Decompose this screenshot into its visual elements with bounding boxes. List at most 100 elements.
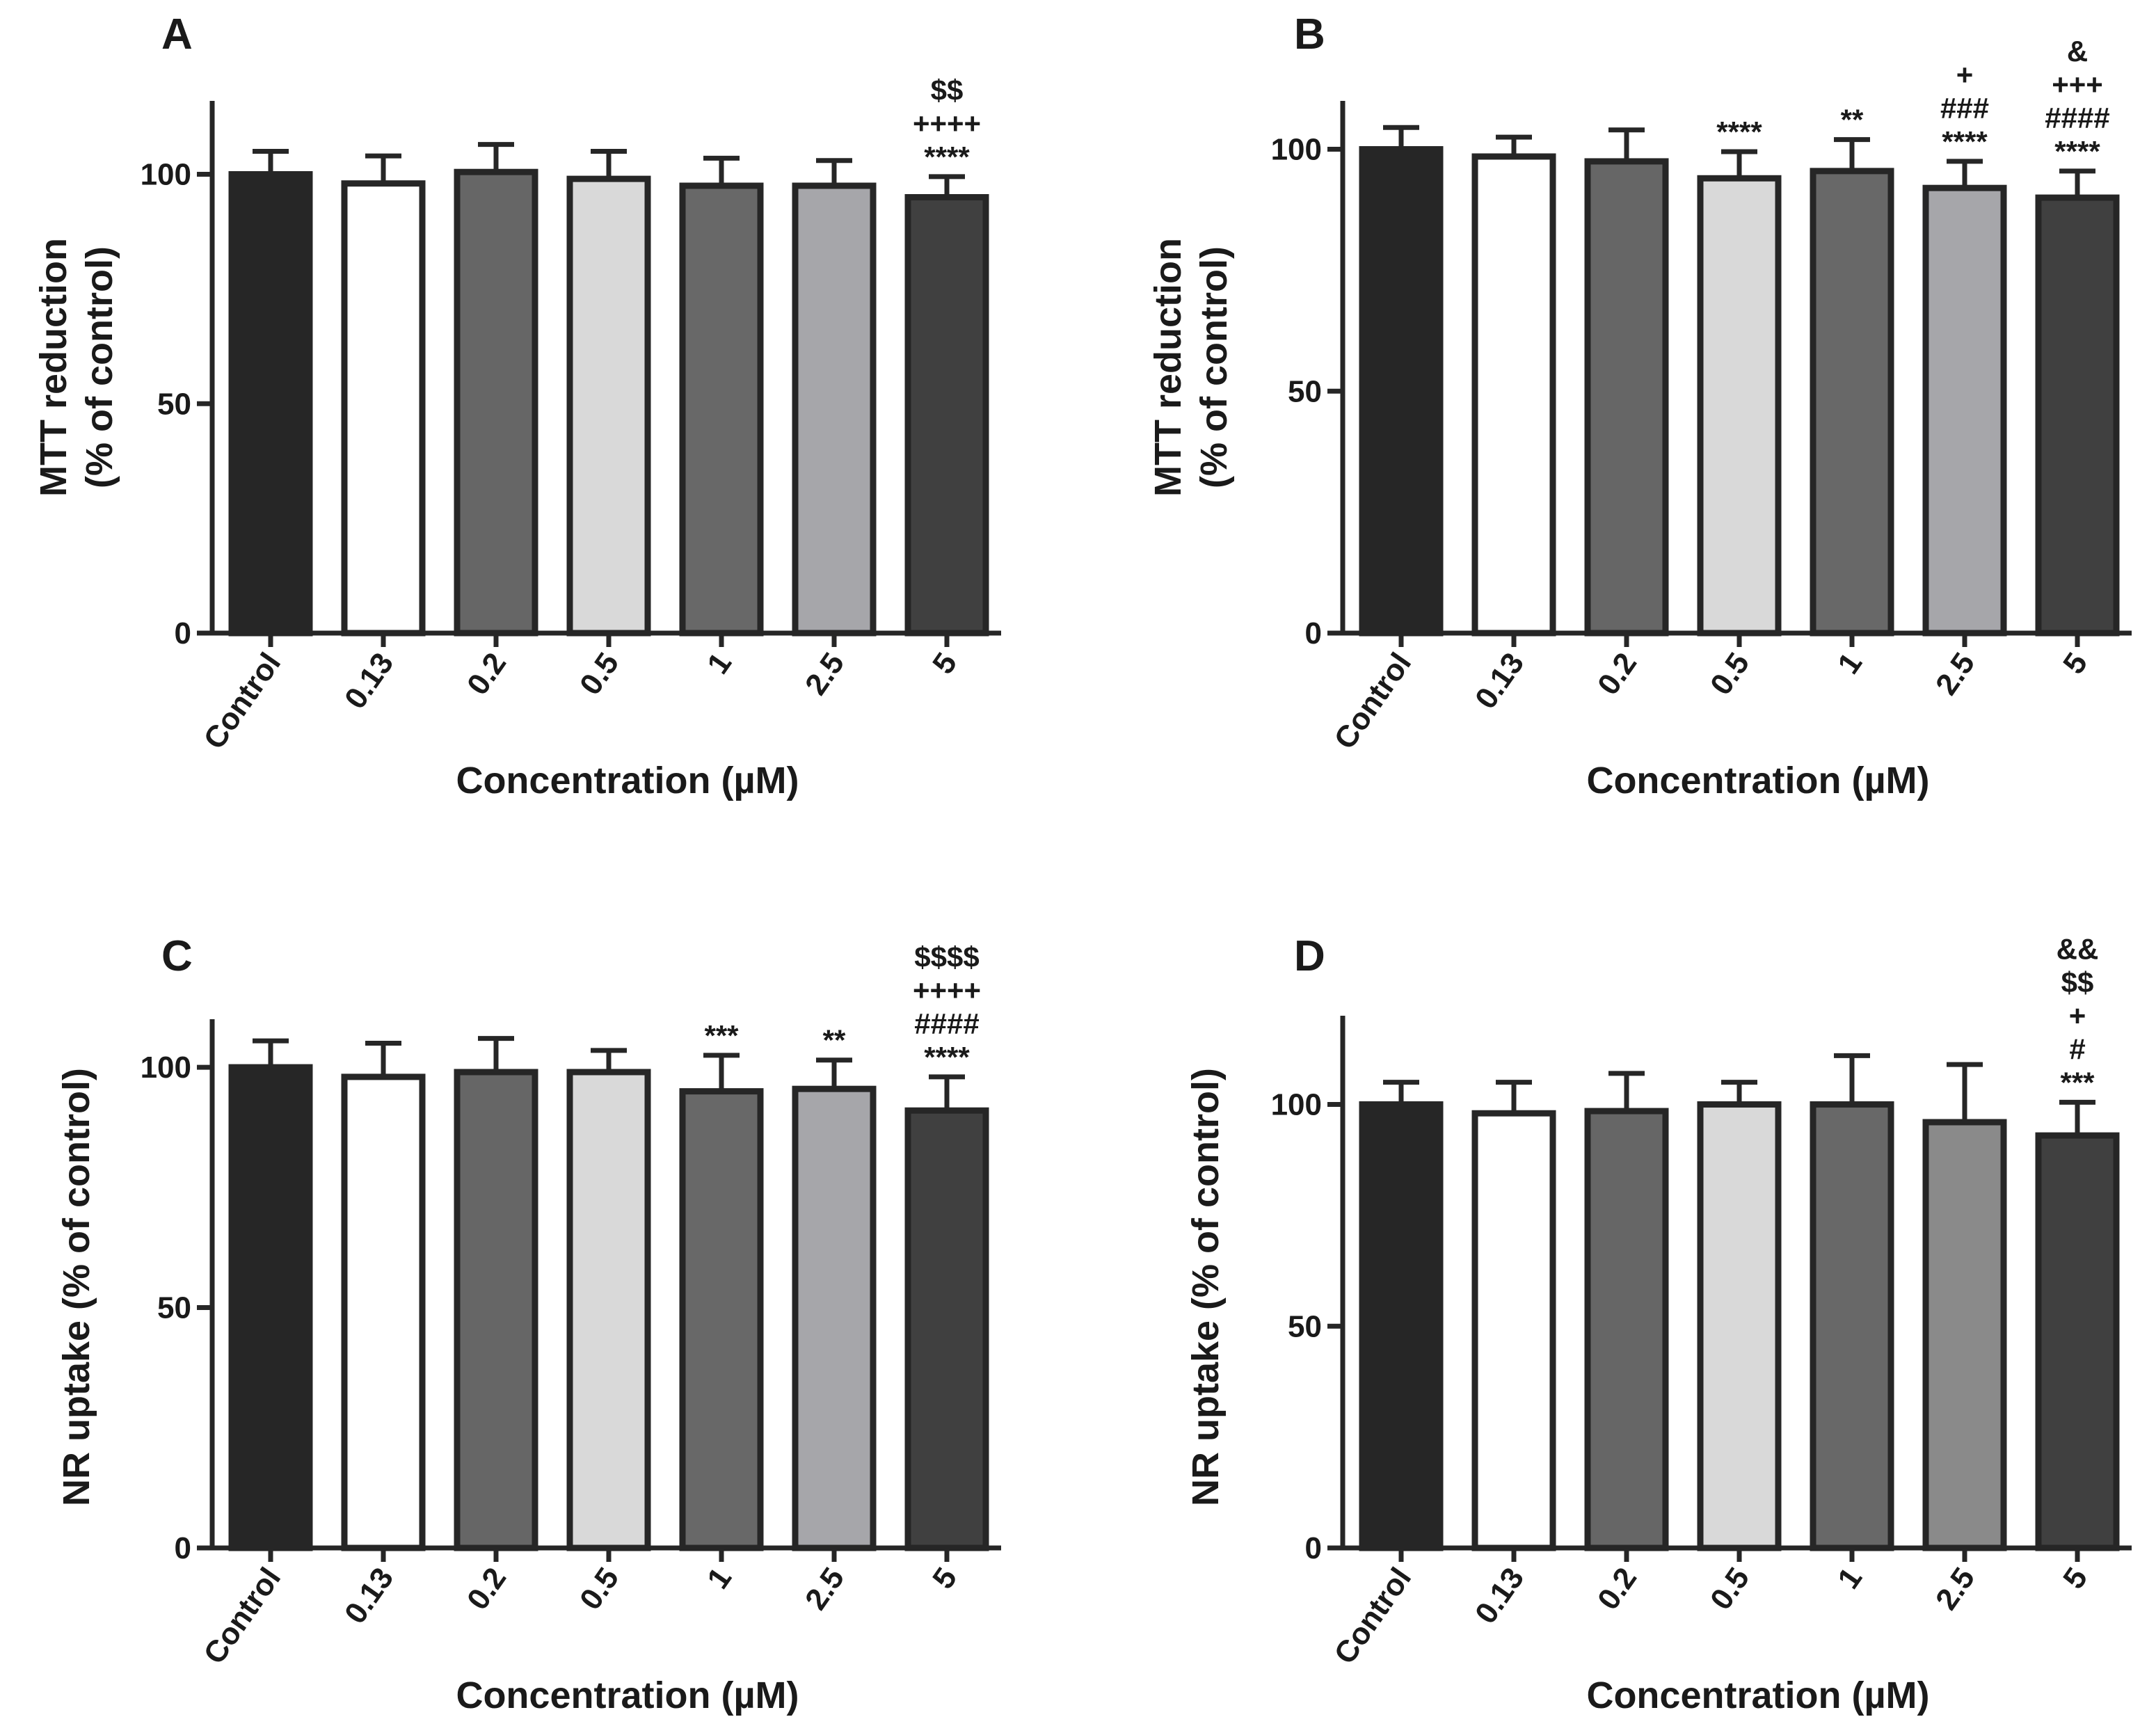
bar-1	[1810, 1101, 1894, 1551]
bar-0-2	[454, 1069, 538, 1551]
y-axis-title: NR uptake (% of control)	[56, 1068, 97, 1506]
significance-annotation: $$	[2061, 966, 2094, 998]
significance-annotation: ****	[924, 1041, 970, 1073]
significance-annotation: $$$$	[914, 941, 979, 973]
y-axis-title-line: NR uptake (% of control)	[56, 1068, 97, 1506]
x-tick-label: 2.5	[1929, 1562, 1981, 1616]
x-axis-title: Concentration (µM)	[1586, 1675, 1929, 1716]
y-axis-title-line: MTT reduction	[33, 238, 74, 497]
chart-panel-C: C NR uptake (% of control) Control 0.13 0.2 0…	[56, 932, 1001, 1716]
x-tick-label: 0.13	[1469, 1562, 1531, 1630]
bar-5	[2035, 194, 2120, 637]
x-tick-label: 5	[2057, 1562, 2094, 1595]
y-tick-label: 100	[1271, 133, 1322, 167]
y-axis-title: MTT reduction (% of control)	[1147, 238, 1235, 497]
bar-0-2	[1584, 1108, 1669, 1551]
y-tick-label: 0	[175, 616, 191, 650]
bar-0-2	[1584, 158, 1669, 637]
x-tick-label: 1	[701, 1562, 738, 1595]
y-axis-title: MTT reduction (% of control)	[33, 238, 120, 497]
y-tick-label: 50	[1288, 1309, 1322, 1343]
bar-1	[679, 182, 764, 637]
x-tick-label: Control	[1327, 647, 1418, 756]
x-tick-label: Control	[197, 1562, 287, 1670]
y-tick-label: 50	[157, 1291, 191, 1325]
x-tick-label: 5	[2057, 647, 2094, 680]
bar-0-5	[566, 175, 651, 637]
x-tick-label: 0.5	[1704, 647, 1756, 701]
panel-label: D	[1294, 932, 1325, 980]
bar-0-2	[454, 168, 538, 637]
x-tick-label: 2.5	[1929, 647, 1981, 701]
x-tick-label: Control	[1327, 1562, 1418, 1670]
x-tick-label: 2.5	[799, 1562, 851, 1616]
y-tick-label: 50	[157, 387, 191, 421]
x-tick-label: 5	[926, 1562, 964, 1595]
x-tick-label: 0.5	[1704, 1562, 1756, 1616]
x-tick-label: 0.13	[1469, 647, 1531, 715]
x-tick-label: 0.5	[573, 1562, 625, 1616]
significance-annotation: ****	[924, 141, 970, 173]
significance-annotation: **	[1841, 104, 1864, 136]
significance-annotation: +	[1956, 58, 1974, 91]
significance-annotation: #	[2069, 1032, 2085, 1065]
y-tick-label: 100	[1271, 1088, 1322, 1122]
bar-1	[679, 1088, 764, 1551]
bar-0-13	[1471, 1110, 1556, 1551]
significance-annotation: ****	[1716, 115, 1762, 148]
x-tick-label: 2.5	[799, 647, 851, 701]
x-tick-label: 1	[701, 647, 738, 680]
chart-panel-D: D NR uptake (% of control) Control 0.13 0.2 0…	[1185, 932, 2132, 1716]
significance-annotation: ####	[2045, 102, 2109, 134]
x-tick-label: 1	[1831, 647, 1869, 680]
y-axis-title-line: (% of control)	[1193, 246, 1235, 488]
x-tick-label: 0.13	[338, 1562, 400, 1630]
bar-Control	[228, 171, 313, 637]
significance-annotation: +	[2069, 999, 2086, 1032]
bar-0-13	[341, 1073, 426, 1551]
significance-annotation: ++++	[913, 107, 981, 140]
y-tick-label: 0	[175, 1531, 191, 1565]
x-axis-title: Concentration (µM)	[456, 760, 799, 801]
bar-Control	[1359, 1101, 1444, 1551]
x-tick-label: 0.2	[461, 647, 513, 701]
bar-5	[904, 193, 989, 637]
bar-5	[2035, 1132, 2120, 1551]
x-axis-title: Concentration (µM)	[456, 1675, 799, 1716]
x-tick-label: 0.2	[1591, 1562, 1643, 1616]
y-tick-label: 100	[141, 158, 191, 192]
y-axis-title: NR uptake (% of control)	[1185, 1068, 1227, 1506]
panel-label: A	[161, 10, 193, 58]
x-tick-label: 0.2	[461, 1562, 513, 1616]
bar-5	[904, 1107, 989, 1551]
bar-0-5	[566, 1069, 651, 1551]
bar-2-5	[792, 1085, 877, 1551]
bar-0-13	[341, 180, 426, 637]
significance-annotation: ***	[2060, 1066, 2095, 1099]
x-tick-label: 0.13	[338, 647, 400, 715]
significance-annotation: ****	[1942, 125, 1988, 158]
bar-1	[1810, 168, 1894, 637]
bar-0-13	[1471, 153, 1556, 637]
x-axis-title: Concentration (µM)	[1586, 760, 1929, 801]
y-axis-title-line: MTT reduction	[1147, 238, 1189, 497]
significance-annotation: ###	[1940, 92, 1989, 125]
significance-annotation: $$	[931, 74, 964, 106]
x-tick-label: 0.2	[1591, 647, 1643, 701]
x-tick-label: 0.5	[573, 647, 625, 701]
bar-2-5	[1922, 184, 2007, 637]
y-axis-title-line: (% of control)	[79, 246, 120, 488]
panel-label: B	[1294, 10, 1325, 58]
bar-0-5	[1697, 175, 1782, 637]
significance-annotation: ####	[914, 1007, 979, 1040]
bar-Control	[1359, 146, 1444, 637]
bar-2-5	[1922, 1119, 2007, 1551]
x-tick-label: Control	[197, 647, 287, 756]
y-tick-label: 0	[1305, 1531, 1322, 1565]
bar-Control	[228, 1064, 313, 1551]
y-axis-title-line: NR uptake (% of control)	[1185, 1068, 1227, 1506]
bar-2-5	[792, 182, 877, 637]
panel-label: C	[161, 932, 193, 980]
y-tick-label: 100	[141, 1051, 191, 1085]
